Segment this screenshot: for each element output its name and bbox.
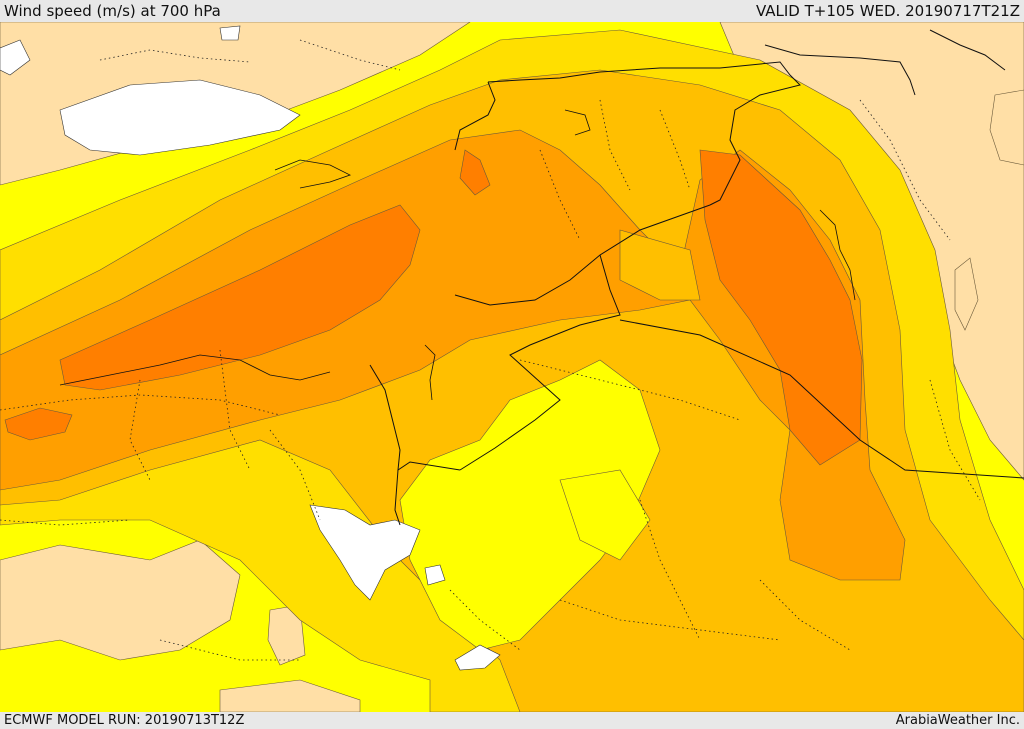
- footer-bar: ECMWF MODEL RUN: 20190713T12Z ArabiaWeat…: [0, 712, 1024, 729]
- valid-time: VALID T+105 WED. 20190717T21Z: [755, 2, 1020, 20]
- shade-high: [4, 149, 863, 466]
- credit: ArabiaWeather Inc.: [895, 713, 1020, 728]
- wind-speed-map: [0, 22, 1024, 712]
- coastlines: [59, 109, 856, 401]
- map-title: Wind speed (m/s) at 700 hPa: [4, 2, 221, 20]
- model-run: ECMWF MODEL RUN: 20190713T12Z: [4, 713, 245, 728]
- map-canvas: [0, 22, 1024, 712]
- shade-mid-cutout: [619, 229, 701, 301]
- shade-low-interior: [399, 359, 661, 651]
- water-mask: [0, 25, 501, 671]
- admin-boundaries: [0, 39, 981, 661]
- country-borders: [369, 29, 1024, 526]
- header-bar: Wind speed (m/s) at 700 hPa VALID T+105 …: [0, 0, 1024, 22]
